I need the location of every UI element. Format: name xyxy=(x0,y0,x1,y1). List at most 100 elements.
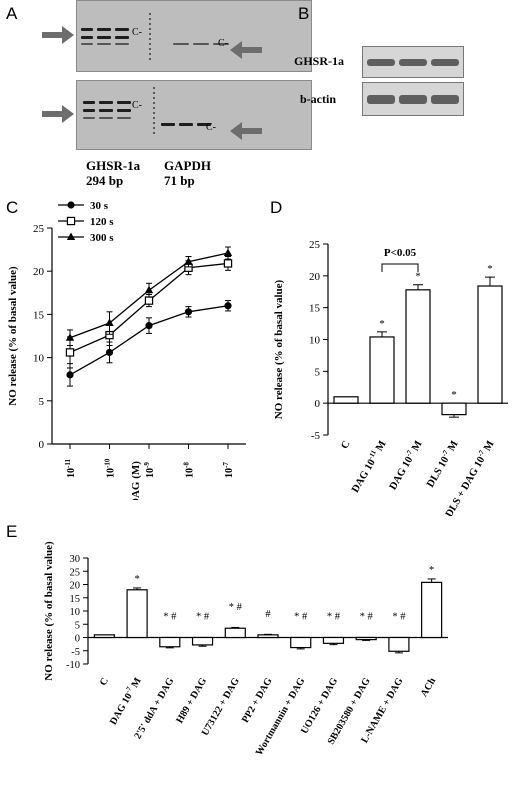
significance-annotation: * xyxy=(134,574,139,585)
x-tick-label: DAG 10-7 M xyxy=(386,438,425,492)
y-axis-label: NO release (% of basal value) xyxy=(7,266,19,406)
bar xyxy=(441,402,467,416)
significance-star: * xyxy=(379,318,385,330)
marker-point xyxy=(67,201,75,209)
marker-point xyxy=(66,232,76,240)
blot-actin xyxy=(362,82,464,116)
significance-annotation: * xyxy=(429,565,434,576)
band-marker: C- xyxy=(218,38,228,49)
x-tick-label: 10-8 xyxy=(183,462,196,478)
band-marker: C- xyxy=(206,122,216,133)
x-tick-label: DAG 10-7 M xyxy=(106,675,144,727)
bar xyxy=(290,636,312,649)
legend-label: 300 s xyxy=(90,232,114,244)
significance-annotation: # xyxy=(265,609,271,620)
bar xyxy=(477,285,503,404)
marker-point xyxy=(223,259,233,268)
bar xyxy=(322,636,345,644)
bar xyxy=(333,396,359,404)
bar xyxy=(405,289,431,404)
x-tick-label: ACh xyxy=(419,676,439,699)
bar xyxy=(93,634,115,639)
significance-star: * xyxy=(487,263,493,275)
y-tick-label: 10 xyxy=(70,607,81,618)
chart-c: 0 5 10 15 20 25 10-11 10-10 10-9 10-8 10-7 NO relea… xyxy=(7,200,246,500)
y-axis-label: NO release (% of basal value) xyxy=(43,541,55,681)
marker-point xyxy=(144,296,154,305)
gel-top xyxy=(76,0,312,72)
series-line xyxy=(69,262,229,354)
series-line xyxy=(69,305,229,376)
y-tick-label: 20 xyxy=(33,266,45,278)
y-tick-label: 0 xyxy=(315,398,321,410)
y-tick-label: 30 xyxy=(70,554,81,565)
y-tick-label: -10 xyxy=(66,660,80,671)
caption-gapdh: GAPDH 71 bp xyxy=(164,158,211,188)
x-tick-label: C xyxy=(98,676,111,688)
gel-bottom xyxy=(76,80,312,150)
marker-point xyxy=(65,348,75,357)
bar xyxy=(388,636,410,652)
x-tick-label: DLS 10-7 M xyxy=(423,438,460,490)
y-tick-label: 25 xyxy=(309,239,321,251)
legend-label: 30 s xyxy=(90,200,109,212)
marker-point xyxy=(105,318,114,327)
panel-d-label: D xyxy=(270,198,283,217)
significance-annotation: * # xyxy=(294,612,308,623)
gel-arrows xyxy=(42,26,262,140)
marker-point xyxy=(184,257,193,265)
significance-star: * xyxy=(415,271,421,283)
x-tick-label: 10-11 xyxy=(64,459,77,478)
x-tick-label: H89 + DAG xyxy=(174,676,209,726)
legend-label: 120 s xyxy=(90,216,114,228)
marker-point xyxy=(223,248,233,257)
y-tick-label: 0 xyxy=(39,439,45,451)
panel-a-label: A xyxy=(6,4,18,23)
x-tick-label: 10-10 xyxy=(104,458,117,478)
significance-star: * xyxy=(451,389,457,401)
bar xyxy=(159,636,181,648)
x-tick-label: 10-7 xyxy=(222,462,235,478)
marker-point xyxy=(184,308,193,316)
chart-e: -10 -5 0 5 10 15 20 25 30 NO release (% of basal … xyxy=(43,541,448,758)
y-tick-label: 15 xyxy=(33,309,45,321)
x-tick-label: 10-9 xyxy=(143,462,156,478)
bar xyxy=(369,336,395,404)
significance-bracket xyxy=(381,263,419,272)
marker-point xyxy=(224,302,232,310)
y-tick-label: 25 xyxy=(70,567,81,578)
marker-point xyxy=(144,285,154,294)
band-marker: C- xyxy=(132,100,142,111)
y-tick-label: -5 xyxy=(71,647,80,658)
y-tick-label: 15 xyxy=(70,594,81,605)
arrow-left-icon xyxy=(230,122,262,140)
marker-point xyxy=(66,216,76,226)
band-marker: C- xyxy=(132,27,142,38)
caption-ghsr: GHSR-1a 294 bp xyxy=(86,158,141,188)
y-tick-label: 5 xyxy=(39,396,45,408)
chart-d: -5 0 5 10 15 20 25 NO release (% of basal value… xyxy=(273,239,508,516)
marker-point xyxy=(66,371,74,379)
marker-point xyxy=(145,322,153,330)
significance-annotation: * # xyxy=(392,612,406,623)
panel-c-label: C xyxy=(6,198,19,217)
significance-annotation: * # xyxy=(229,602,243,613)
panel-b-label: B xyxy=(298,4,310,23)
bar xyxy=(421,581,443,639)
significance-annotation: * # xyxy=(196,612,210,623)
bar xyxy=(355,636,377,641)
y-tick-label: 5 xyxy=(315,366,321,378)
x-tick-label: DAG 10-11 M xyxy=(348,438,388,495)
arrow-left-icon xyxy=(230,41,262,59)
p-value-label: P<0.05 xyxy=(384,247,417,259)
x-tick-label: PP2 + DAG xyxy=(240,676,275,725)
y-tick-label: 20 xyxy=(70,581,81,592)
x-axis-label: DAG (M) xyxy=(130,461,142,500)
y-tick-label: 5 xyxy=(75,620,80,631)
bar xyxy=(224,627,246,639)
y-tick-label: 0 xyxy=(75,634,80,645)
y-tick-label: -5 xyxy=(311,430,321,442)
blot-label-ghsr: GHSR-1a xyxy=(294,54,345,68)
significance-annotation: * # xyxy=(163,612,177,623)
y-tick-label: 10 xyxy=(309,335,321,347)
